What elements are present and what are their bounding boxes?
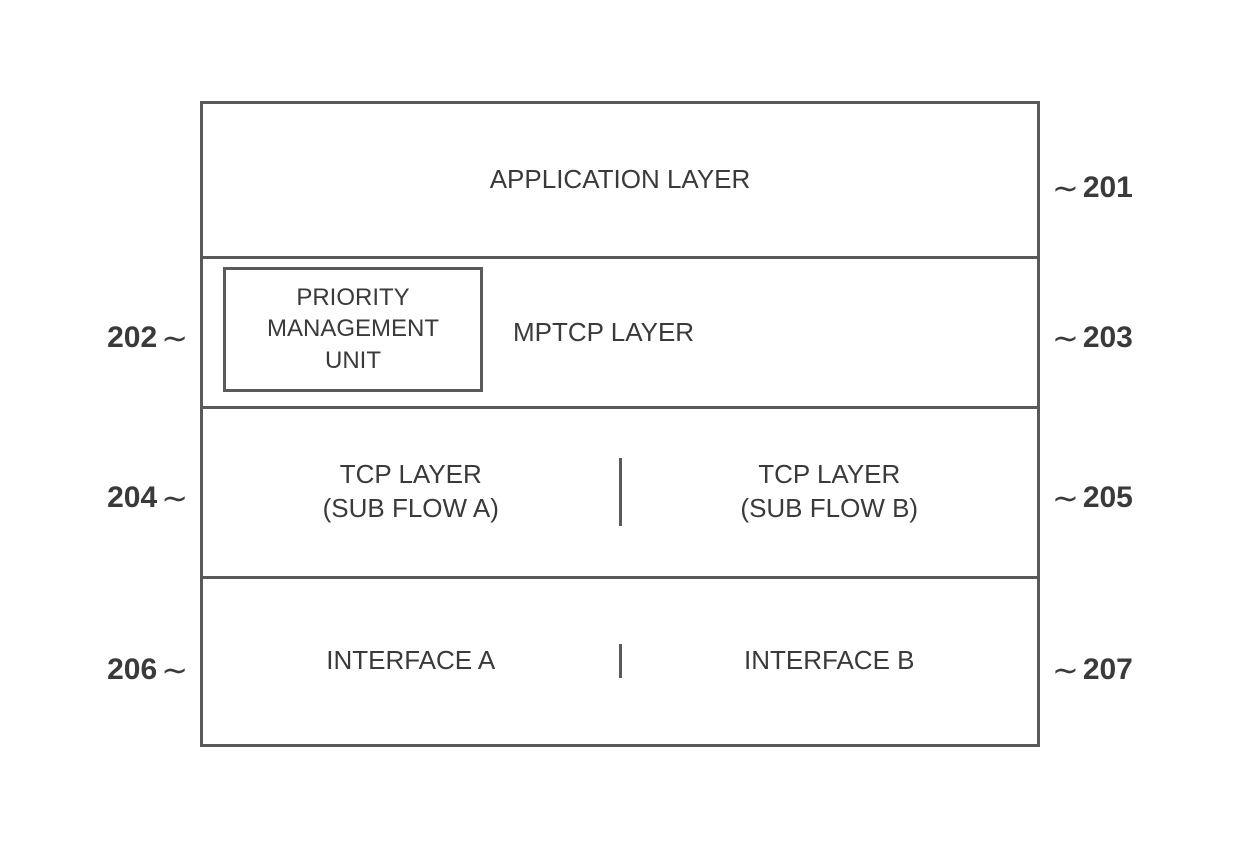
priority-unit-label: PRIORITYMANAGEMENTUNIT: [267, 282, 439, 376]
connector-tilde: ∼: [161, 319, 188, 357]
ref-label-201: ∼ 201: [1048, 169, 1133, 207]
interface-a-label: INTERFACE A: [326, 644, 495, 678]
ref-number: 202: [107, 321, 157, 355]
ref-label-203: ∼ 203: [1048, 319, 1133, 357]
application-layer-block: APPLICATION LAYER: [203, 104, 1037, 259]
priority-management-unit-block: PRIORITYMANAGEMENTUNIT: [223, 267, 483, 392]
interface-b-block: INTERFACE B: [622, 644, 1038, 678]
ref-number: 207: [1083, 653, 1133, 687]
connector-tilde: ∼: [1052, 651, 1079, 689]
ref-label-207: ∼ 207: [1048, 651, 1133, 689]
connector-tilde: ∼: [161, 479, 188, 517]
ref-label-204: 204 ∼: [107, 479, 192, 517]
interface-layer-row: INTERFACE A INTERFACE B: [203, 579, 1037, 744]
mptcp-layer-label: MPTCP LAYER: [513, 317, 694, 348]
diagram-wrapper: ∼ 201 202 ∼ ∼ 203 204 ∼ ∼ 205 206 ∼ ∼ 20…: [200, 101, 1040, 747]
tcp-subflow-b-block: TCP LAYER (SUB FLOW B): [622, 458, 1038, 526]
ref-number: 206: [107, 653, 157, 687]
ref-label-202: 202 ∼: [107, 319, 192, 357]
connector-tilde: ∼: [1052, 479, 1079, 517]
ref-number: 201: [1083, 171, 1133, 205]
interface-a-block: INTERFACE A: [203, 644, 622, 678]
interface-b-label: INTERFACE B: [744, 644, 914, 678]
tcp-subflow-a-block: TCP LAYER (SUB FLOW A): [203, 458, 622, 526]
connector-tilde: ∼: [1052, 169, 1079, 207]
ref-number: 203: [1083, 321, 1133, 355]
ref-label-205: ∼ 205: [1048, 479, 1133, 517]
ref-number: 204: [107, 481, 157, 515]
tcp-subflow-a-label: TCP LAYER (SUB FLOW A): [323, 458, 499, 526]
tcp-layer-row: TCP LAYER (SUB FLOW A) TCP LAYER (SUB FL…: [203, 409, 1037, 579]
protocol-stack-diagram: APPLICATION LAYER PRIORITYMANAGEMENTUNIT…: [200, 101, 1040, 747]
connector-tilde: ∼: [1052, 319, 1079, 357]
ref-label-206: 206 ∼: [107, 651, 192, 689]
tcp-subflow-b-label: TCP LAYER (SUB FLOW B): [740, 458, 918, 526]
mptcp-layer-block: PRIORITYMANAGEMENTUNIT MPTCP LAYER: [203, 259, 1037, 409]
application-layer-label: APPLICATION LAYER: [490, 164, 751, 195]
connector-tilde: ∼: [161, 651, 188, 689]
ref-number: 205: [1083, 481, 1133, 515]
